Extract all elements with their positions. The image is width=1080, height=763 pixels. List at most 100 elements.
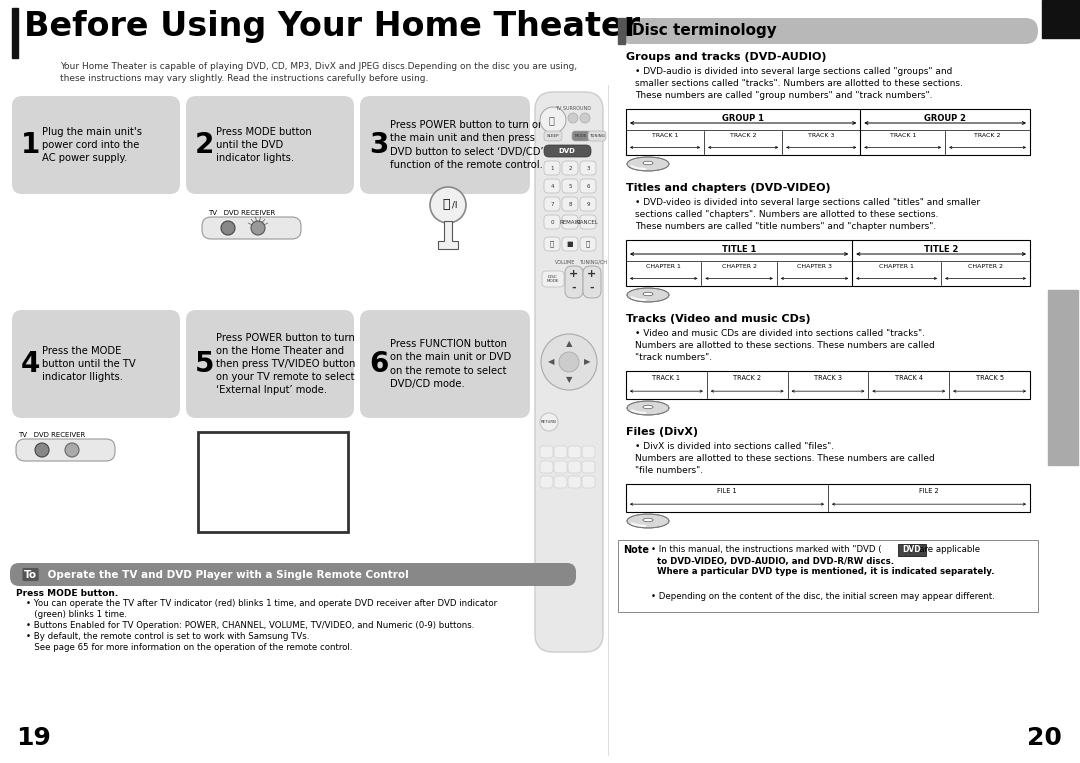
- Text: GROUP 2: GROUP 2: [924, 114, 967, 123]
- Text: • Buttons Enabled for TV Operation: POWER, CHANNEL, VOLUME, TV/VIDEO, and Numeri: • Buttons Enabled for TV Operation: POWE…: [26, 621, 474, 630]
- FancyBboxPatch shape: [540, 476, 553, 488]
- Text: CHAPTER 2: CHAPTER 2: [968, 264, 1003, 269]
- Text: DVD: DVD: [903, 546, 921, 555]
- Ellipse shape: [643, 518, 653, 522]
- Bar: [626, 484, 1030, 512]
- FancyBboxPatch shape: [562, 237, 578, 251]
- Text: • You can operate the TV after TV indicator (red) blinks 1 time, and operate DVD: • You can operate the TV after TV indica…: [26, 599, 497, 608]
- Text: TRACK 2: TRACK 2: [733, 375, 761, 381]
- Text: Where a particular DVD type is mentioned, it is indicated separately.: Where a particular DVD type is mentioned…: [657, 567, 995, 576]
- Text: CHAPTER 2: CHAPTER 2: [721, 264, 757, 269]
- FancyBboxPatch shape: [580, 215, 596, 229]
- Circle shape: [568, 113, 578, 123]
- Bar: [198, 432, 348, 532]
- FancyBboxPatch shape: [540, 446, 553, 458]
- Text: Note: Note: [623, 545, 649, 555]
- Text: Tracks (Video and music CDs): Tracks (Video and music CDs): [626, 314, 811, 324]
- Circle shape: [65, 443, 79, 457]
- FancyBboxPatch shape: [582, 446, 595, 458]
- Text: 6: 6: [369, 350, 389, 378]
- FancyBboxPatch shape: [583, 266, 600, 298]
- Text: (green) blinks 1 time.: (green) blinks 1 time.: [26, 610, 127, 619]
- Text: • DVD-video is divided into several large sections called "titles" and smaller
s: • DVD-video is divided into several larg…: [635, 198, 981, 230]
- Text: TV   DVD RECEIVER: TV DVD RECEIVER: [208, 210, 275, 216]
- FancyBboxPatch shape: [540, 461, 553, 473]
- Text: 1: 1: [21, 131, 40, 159]
- Ellipse shape: [627, 401, 669, 415]
- Text: SLEEP: SLEEP: [546, 134, 559, 138]
- Text: ⏻: ⏻: [442, 198, 449, 211]
- FancyBboxPatch shape: [544, 161, 561, 175]
- Circle shape: [430, 187, 465, 223]
- Text: 6: 6: [586, 183, 590, 188]
- Text: Before Using Your Home Theater: Before Using Your Home Theater: [24, 10, 640, 43]
- Text: ■: ■: [567, 241, 573, 247]
- Text: Operate the TV and DVD Player with a Single Remote Control: Operate the TV and DVD Player with a Sin…: [44, 569, 408, 580]
- Text: 8: 8: [568, 201, 571, 207]
- Text: -: -: [571, 283, 577, 293]
- Text: 5: 5: [568, 183, 571, 188]
- FancyBboxPatch shape: [12, 96, 180, 194]
- Text: ⏭: ⏭: [585, 240, 590, 247]
- Circle shape: [540, 413, 558, 431]
- Ellipse shape: [627, 157, 669, 171]
- Bar: [626, 371, 1030, 399]
- Text: 20: 20: [1027, 726, 1062, 750]
- Text: 0: 0: [550, 220, 554, 224]
- FancyBboxPatch shape: [580, 161, 596, 175]
- Circle shape: [251, 221, 265, 235]
- Ellipse shape: [643, 405, 653, 409]
- Text: TRACK 2: TRACK 2: [730, 133, 756, 137]
- Text: • DivX is divided into sections called "files".
Numbers are allotted to these se: • DivX is divided into sections called "…: [635, 442, 935, 475]
- FancyBboxPatch shape: [544, 131, 562, 141]
- Text: 3: 3: [586, 166, 590, 170]
- Text: Press FUNCTION button
on the main unit or DVD
on the remote to select
DVD/CD mod: Press FUNCTION button on the main unit o…: [390, 340, 511, 389]
- Text: +: +: [588, 269, 596, 279]
- FancyBboxPatch shape: [10, 563, 576, 586]
- Text: CHAPTER 1: CHAPTER 1: [879, 264, 914, 269]
- Text: VOLUME: VOLUME: [555, 260, 576, 265]
- Text: Files (DivX): Files (DivX): [626, 427, 698, 437]
- Bar: [1048, 290, 1078, 465]
- Text: FILE 1: FILE 1: [717, 488, 737, 494]
- Text: TITLE 2: TITLE 2: [923, 245, 958, 254]
- FancyBboxPatch shape: [568, 476, 581, 488]
- Text: 7: 7: [550, 201, 554, 207]
- FancyBboxPatch shape: [544, 215, 561, 229]
- FancyBboxPatch shape: [542, 271, 564, 287]
- FancyBboxPatch shape: [580, 237, 596, 251]
- Text: TITLE 1: TITLE 1: [721, 245, 756, 254]
- FancyBboxPatch shape: [186, 96, 354, 194]
- Text: OPERATION: OPERATION: [1058, 343, 1068, 410]
- Text: 5: 5: [195, 350, 215, 378]
- Text: CHAPTER 3: CHAPTER 3: [797, 264, 832, 269]
- FancyBboxPatch shape: [544, 145, 591, 157]
- Text: TRACK 2: TRACK 2: [974, 133, 1001, 137]
- Text: 9: 9: [586, 201, 590, 207]
- Text: ▼: ▼: [566, 375, 572, 385]
- FancyBboxPatch shape: [565, 266, 583, 298]
- Text: ◀: ◀: [548, 358, 554, 366]
- FancyBboxPatch shape: [360, 96, 530, 194]
- Text: ⏻: ⏻: [548, 115, 554, 125]
- FancyBboxPatch shape: [582, 461, 595, 473]
- Text: TRACK 4: TRACK 4: [894, 375, 923, 381]
- Bar: [626, 109, 1030, 155]
- Text: • DVD-audio is divided into several large sections called "groups" and
smaller s: • DVD-audio is divided into several larg…: [635, 67, 963, 100]
- Circle shape: [35, 443, 49, 457]
- Circle shape: [541, 334, 597, 390]
- Text: 4: 4: [21, 350, 40, 378]
- Text: Press POWER button to turn on
the main unit and then press
DVD button to select : Press POWER button to turn on the main u…: [390, 121, 544, 170]
- Text: MODE: MODE: [575, 134, 588, 138]
- Text: TRACK 1: TRACK 1: [652, 375, 680, 381]
- Circle shape: [580, 113, 590, 123]
- Text: TRACK 3: TRACK 3: [814, 375, 842, 381]
- Circle shape: [559, 352, 579, 372]
- Bar: [897, 544, 926, 556]
- Text: 4: 4: [550, 183, 554, 188]
- Ellipse shape: [643, 292, 653, 296]
- Text: 2: 2: [195, 131, 214, 159]
- FancyBboxPatch shape: [562, 161, 578, 175]
- FancyBboxPatch shape: [618, 18, 1038, 44]
- Text: 3: 3: [369, 131, 389, 159]
